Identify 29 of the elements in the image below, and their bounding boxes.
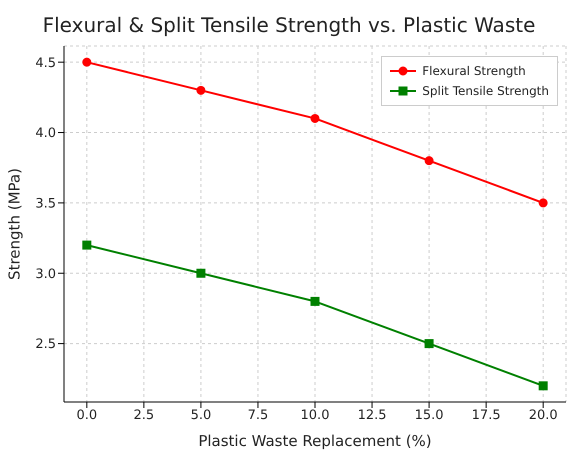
point bbox=[310, 114, 320, 123]
x-tick-label: 5.0 bbox=[190, 408, 212, 424]
y-tick-label: 3.5 bbox=[35, 196, 56, 212]
point bbox=[196, 86, 206, 95]
x-tick-label: 10.0 bbox=[300, 408, 330, 424]
x-axis-title: Plastic Waste Replacement (%) bbox=[198, 432, 432, 450]
y-tick-label: 4.5 bbox=[35, 56, 56, 71]
point bbox=[424, 156, 434, 166]
x-tick-label: 7.5 bbox=[248, 408, 268, 424]
x-tick-label: 0.0 bbox=[76, 408, 98, 424]
x-tick-label: 17.5 bbox=[472, 408, 501, 424]
point bbox=[82, 240, 92, 250]
y-axis-title: Strength (MPa) bbox=[5, 168, 24, 280]
y-tick-label: 4.0 bbox=[35, 126, 56, 142]
y-tick-label: 2.5 bbox=[35, 337, 56, 352]
x-tick-label: 2.5 bbox=[134, 408, 154, 424]
point bbox=[82, 58, 92, 67]
x-tick-label: 12.5 bbox=[358, 408, 387, 424]
y-tick-label: 3.0 bbox=[35, 266, 56, 282]
point bbox=[424, 339, 434, 348]
legend-label: Split Tensile Strength bbox=[422, 84, 549, 98]
x-tick-label: 20.0 bbox=[528, 408, 558, 424]
point bbox=[538, 198, 548, 208]
point bbox=[538, 381, 548, 390]
x-tick-label: 15.0 bbox=[414, 408, 444, 424]
chart-title: Flexural & Split Tensile Strength vs. Plastic Waste bbox=[42, 12, 536, 39]
legend-label: Flexural Strength bbox=[422, 64, 526, 78]
point bbox=[310, 296, 320, 306]
point bbox=[196, 268, 206, 278]
